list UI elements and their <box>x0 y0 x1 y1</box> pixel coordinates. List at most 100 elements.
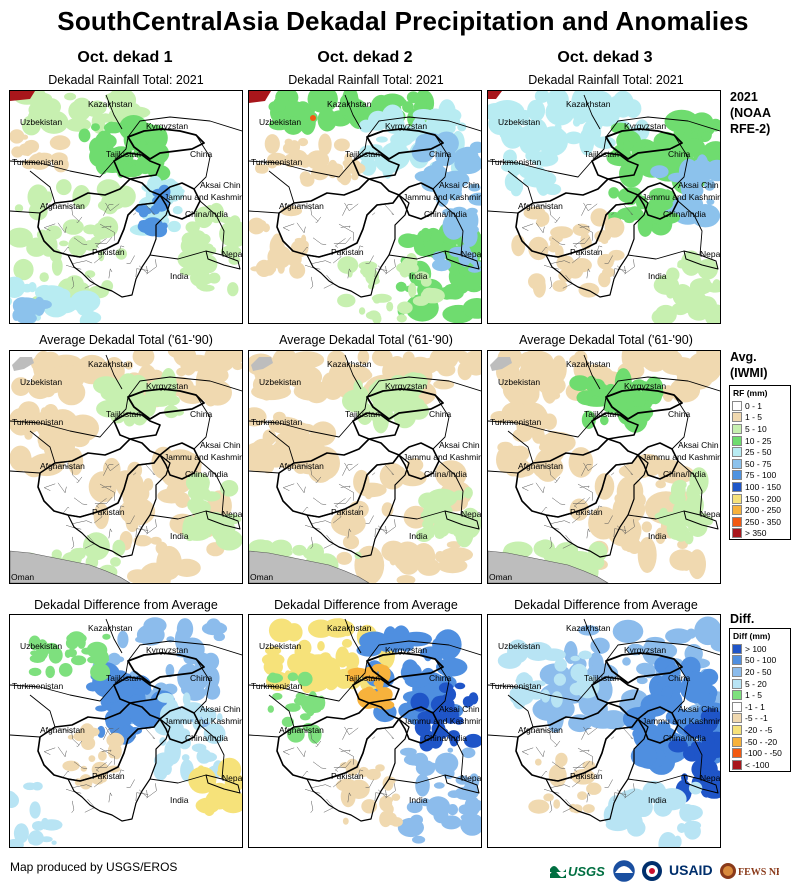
legend-item: < -100 <box>730 759 790 771</box>
legend-label: 1 - 5 <box>745 690 763 701</box>
svg-text:FEWS NET: FEWS NET <box>738 867 779 878</box>
map-label-nepal: Nepal <box>700 509 720 519</box>
legend-swatch <box>732 400 742 411</box>
map-label-uzbekistan: Uzbekistan <box>259 117 301 127</box>
map-label-pakistan: Pakistan <box>331 247 364 257</box>
legend-swatch <box>732 724 742 735</box>
legend-item: 25 - 50 <box>730 446 790 458</box>
map-label-afghanistan: Afghanistan <box>279 725 324 735</box>
map-label-afghanistan: Afghanistan <box>279 461 324 471</box>
legend-item: 150 - 200 <box>730 493 790 505</box>
legend-item: 75 - 100 <box>730 470 790 482</box>
map-panel-rainfall-dekad-2: Kazakhstan Uzbekistan Kyrgyzstan Tajikistan… <box>248 90 482 324</box>
map-label-pakistan: Pakistan <box>570 507 603 517</box>
map-label-india: India <box>409 271 428 281</box>
legend-item: 0 - 1 <box>730 400 790 412</box>
map-label-china: China <box>668 149 690 159</box>
legend-item: 50 - 100 <box>730 655 790 667</box>
legend-item: -20 - -5 <box>730 724 790 736</box>
svg-text:USAID: USAID <box>669 862 713 878</box>
legend-swatch <box>732 493 742 504</box>
map-label-nepal: Nepal <box>461 249 481 259</box>
legend-label: 1 - 5 <box>745 412 763 423</box>
map-label-tajikistan: Tajikistan <box>106 149 141 159</box>
legend-title: Diff (mm) <box>733 631 771 641</box>
map-label-jammu: Jammu and Kashmir <box>164 716 242 726</box>
map-label-kazakhstan: Kazakhstan <box>566 99 611 109</box>
map-label-jammu: Jammu and Kashmir <box>642 716 720 726</box>
legend-label: 5 - 20 <box>745 678 767 689</box>
legend-label: < -100 <box>745 759 770 770</box>
legend-item: 1 - 5 <box>730 689 790 701</box>
map-label-pakistan: Pakistan <box>331 771 364 781</box>
map-label-turkmenistan: Turkmenistan <box>490 157 541 167</box>
map-label-jammu: Jammu and Kashmir <box>403 192 481 202</box>
map-label-turkmenistan: Turkmenistan <box>490 681 541 691</box>
map-label-kazakhstan: Kazakhstan <box>566 623 611 633</box>
map-title: Dekadal Rainfall Total: 2021 <box>48 73 204 87</box>
map-label-nepal: Nepal <box>461 509 481 519</box>
map-label-turkmenistan: Turkmenistan <box>490 417 541 427</box>
map-label-kazakhstan: Kazakhstan <box>327 99 372 109</box>
map-label-china: China <box>429 673 451 683</box>
legend-label: 200 - 250 <box>745 505 781 516</box>
map-label-china_india: China/India <box>185 209 228 219</box>
footer-credit: Map produced by USGS/EROS <box>10 860 178 874</box>
legend-label: -1 - 1 <box>745 701 765 712</box>
legend-label: -50 - -20 <box>745 736 778 747</box>
map-label-nepal: Nepal <box>222 249 242 259</box>
map-label-oman: Oman <box>489 572 512 582</box>
legend-label: 150 - 200 <box>745 493 781 504</box>
legend-swatch <box>732 470 742 481</box>
legend-label: 50 - 100 <box>745 655 777 666</box>
map-label-kyrgyzstan: Kyrgyzstan <box>624 381 666 391</box>
map-label-nepal: Nepal <box>461 773 481 783</box>
map-label-afghanistan: Afghanistan <box>279 201 324 211</box>
map-label-kazakhstan: Kazakhstan <box>88 359 133 369</box>
legend-label: 75 - 100 <box>745 470 777 481</box>
legend-item: > 100 <box>730 643 790 655</box>
map-label-turkmenistan: Turkmenistan <box>12 681 63 691</box>
row-label-avg: Avg. (IWMI) <box>730 350 768 380</box>
legend-item: 100 - 150 <box>730 481 790 493</box>
legend-item: -50 - -20 <box>730 736 790 748</box>
map-label-afghanistan: Afghanistan <box>40 461 85 471</box>
map-label-uzbekistan: Uzbekistan <box>259 641 301 651</box>
map-label-china_india: China/India <box>424 209 467 219</box>
legend-title: RF (mm) <box>733 388 768 398</box>
map-label-pakistan: Pakistan <box>331 507 364 517</box>
legend-label: 50 - 75 <box>745 458 772 469</box>
map-title: Average Dekadal Total ('61-'90) <box>39 333 213 347</box>
map-label-kyrgyzstan: Kyrgyzstan <box>385 645 427 655</box>
map-panel-difference-dekad-3: Kazakhstan Uzbekistan Kyrgyzstan Tajikistan… <box>487 614 721 848</box>
legend-label: -5 - -1 <box>745 713 768 724</box>
map-title: Average Dekadal Total ('61-'90) <box>519 333 693 347</box>
map-label-china: China <box>190 149 212 159</box>
legend-item: 20 - 50 <box>730 666 790 678</box>
map-label-jammu: Jammu and Kashmir <box>403 452 481 462</box>
map-label-china: China <box>668 673 690 683</box>
map-label-jammu: Jammu and Kashmir <box>642 452 720 462</box>
legend-label: 250 - 350 <box>745 516 781 527</box>
legend-item: -1 - 1 <box>730 701 790 713</box>
legend-label: 20 - 50 <box>745 666 772 677</box>
map-panel-difference-dekad-1: Kazakhstan Uzbekistan Kyrgyzstan Tajikistan… <box>9 614 243 848</box>
map-label-tajikistan: Tajikistan <box>584 149 619 159</box>
logo-strip: USGS USAID FEWS NET <box>549 856 779 886</box>
legend-swatch <box>732 748 742 759</box>
noaa-logo <box>613 860 635 882</box>
row-label-diff: Diff. <box>730 612 755 626</box>
map-label-india: India <box>170 271 189 281</box>
map-label-afghanistan: Afghanistan <box>518 725 563 735</box>
map-label-aksai_chin: Aksai Chin <box>439 704 480 714</box>
map-label-uzbekistan: Uzbekistan <box>498 377 540 387</box>
map-label-china_india: China/India <box>663 733 706 743</box>
map-label-tajikistan: Tajikistan <box>584 409 619 419</box>
map-label-india: India <box>648 271 667 281</box>
map-label-china_india: China/India <box>663 469 706 479</box>
map-label-tajikistan: Tajikistan <box>345 673 380 683</box>
map-label-uzbekistan: Uzbekistan <box>259 377 301 387</box>
map-label-tajikistan: Tajikistan <box>345 409 380 419</box>
map-label-afghanistan: Afghanistan <box>40 201 85 211</box>
